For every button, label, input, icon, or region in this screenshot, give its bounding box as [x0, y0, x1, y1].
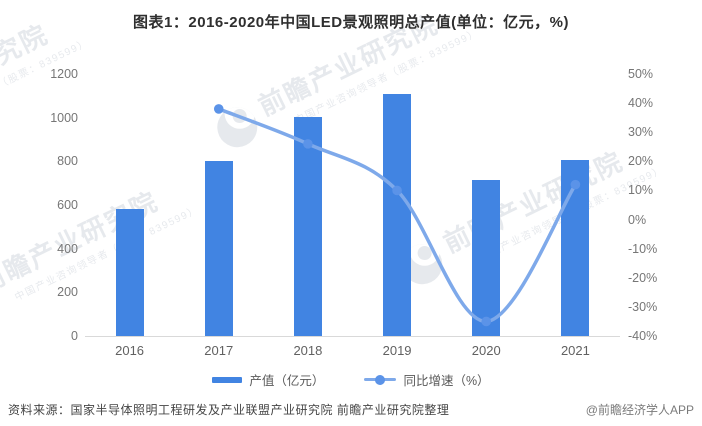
bar-2016: [115, 209, 144, 336]
legend-label-growth-rate: 同比增速（%）: [403, 374, 490, 388]
bar-series-swatch: [212, 376, 243, 383]
footer: 资料来源：国家半导体照明工程研发及产业联盟产业研究院 前瞻产业研究院整理 @前瞻…: [8, 401, 694, 418]
legend: 产值（亿元） 同比增速（%）: [0, 370, 702, 389]
x-axis-label-2016: 2016: [115, 343, 145, 358]
chart-title: 图表1：2016-2020年中国LED景观照明总产值(单位：亿元，%): [133, 14, 569, 31]
growth-line-point: [213, 104, 224, 114]
right-axis-tick: -20%: [628, 270, 658, 285]
left-axis-tick: 200: [57, 285, 78, 300]
left-axis-tick: 600: [57, 198, 78, 212]
left-axis-tick: 1000: [50, 110, 78, 125]
right-axis-tick: 0%: [628, 212, 647, 227]
bar-2018: [293, 116, 322, 336]
x-axis-line: [85, 336, 620, 337]
right-axis-tick: 30%: [628, 125, 654, 140]
right-axis-tick: -30%: [628, 299, 658, 314]
line-series-swatch: [364, 374, 397, 385]
left-axis-tick: 1200: [50, 67, 78, 81]
x-axis-label-2018: 2018: [293, 343, 323, 358]
right-axis-tick: 10%: [628, 183, 654, 198]
x-axis-label-2021: 2021: [560, 343, 590, 358]
bar-2019: [383, 93, 412, 336]
legend-item-output-value[interactable]: 产值（亿元）: [212, 370, 324, 389]
legend-label-output-value: 产值（亿元）: [249, 374, 325, 388]
right-axis-tick: 50%: [628, 67, 654, 81]
data-source-text: 资料来源：国家半导体照明工程研发及产业联盟产业研究院 前瞻产业研究院整理: [8, 403, 450, 417]
left-axis-tick: 0: [71, 329, 78, 343]
bar-2020: [472, 179, 501, 336]
bar-2021: [561, 160, 590, 336]
credit-text: @前瞻经济学人APP: [585, 403, 694, 417]
x-axis-label-2020: 2020: [471, 343, 501, 358]
legend-item-growth-rate[interactable]: 同比增速（%）: [364, 370, 490, 389]
x-axis-label-2019: 2019: [382, 343, 412, 358]
right-axis-tick: -40%: [628, 329, 658, 343]
left-axis-tick: 800: [57, 154, 78, 169]
right-axis-tick: 40%: [628, 96, 654, 111]
left-axis-tick: 400: [57, 241, 78, 256]
right-axis-tick: 20%: [628, 154, 654, 169]
bar-2017: [204, 161, 233, 336]
right-axis-tick: -10%: [628, 241, 658, 256]
x-axis-label-2017: 2017: [204, 343, 234, 358]
